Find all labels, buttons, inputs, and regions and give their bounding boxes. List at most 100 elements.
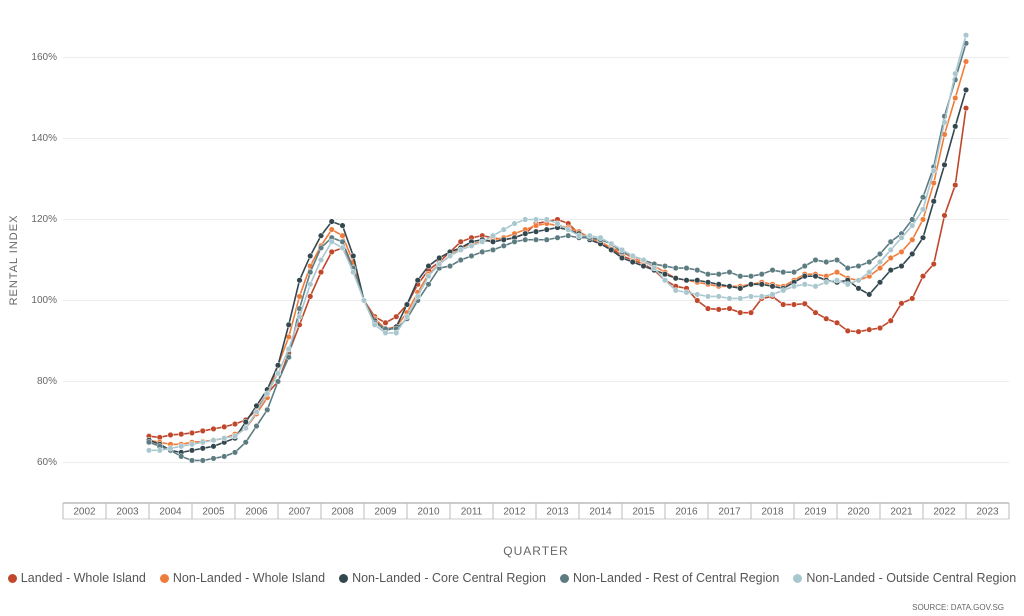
data-point [457,238,464,245]
data-point [188,441,196,448]
data-point [296,277,303,284]
data-point [704,293,712,300]
x-tick-label: 2003 [116,507,139,518]
data-point [855,328,862,335]
data-point [178,453,185,460]
data-point [565,226,572,233]
data-point [790,269,798,276]
data-point [532,222,540,229]
y-tick-label: 100% [31,295,57,306]
data-point [919,234,927,241]
data-point [468,242,475,249]
data-point [919,206,927,213]
data-point [769,283,776,290]
data-point [468,252,475,259]
data-point [618,246,626,253]
data-point [640,256,647,264]
data-point [715,271,722,278]
data-point [780,301,787,308]
data-point [661,263,669,270]
data-point [737,285,744,292]
data-point [414,277,421,284]
data-point [457,246,464,253]
data-point [371,321,378,328]
data-point [543,236,550,243]
data-point [156,447,163,454]
data-point [801,273,808,280]
data-point [704,271,712,278]
data-point [887,267,894,274]
data-point [608,240,615,247]
data-point [823,315,830,322]
data-point [382,319,389,326]
data-point [253,423,260,430]
data-point [199,439,206,446]
data-point [221,435,228,442]
data-point [586,232,593,239]
data-point [898,234,905,241]
data-point [952,70,959,77]
data-point [726,283,733,290]
data-point [812,273,819,280]
x-tick-label: 2005 [202,507,225,518]
data-point [672,287,679,294]
legend-label: Non-Landed - Whole Island [172,571,326,585]
data-point [414,293,421,300]
legend-label: Non-Landed - Core Central Region [352,571,546,585]
x-tick-label: 2011 [461,507,483,518]
data-point [952,123,959,130]
data-point [651,265,658,272]
data-point [704,279,712,286]
legend-item[interactable]: Landed - Whole Island [7,571,146,585]
legend-item[interactable]: Non-Landed - Whole Island [159,571,326,585]
data-point [317,269,325,276]
data-point [737,295,744,302]
data-point [672,265,679,272]
data-point [887,254,894,262]
legend-label: Non-Landed - Rest of Central Region [572,571,780,585]
data-point [382,329,389,336]
data-point [242,425,249,432]
data-point [876,265,884,272]
data-point [167,431,174,439]
legend-swatch [159,573,169,583]
data-point [522,216,529,223]
data-point [543,216,550,223]
data-point [264,390,271,397]
data-point [844,265,851,272]
data-point [747,281,755,288]
data-point [952,182,959,189]
data-point [489,232,497,239]
legend-swatch [559,573,569,583]
data-point [962,32,970,39]
data-point [339,222,346,229]
data-point [167,445,174,452]
data-point [350,252,357,259]
data-point [790,283,798,290]
data-point [812,309,819,316]
legend-item[interactable]: Non-Landed - Outside Central Region [793,571,1016,585]
data-point [231,433,239,440]
data-point [210,455,217,462]
data-point [393,329,400,336]
data-point [726,305,733,312]
data-point [350,269,357,276]
data-point [758,293,765,300]
data-point [801,281,808,288]
data-point [823,279,830,286]
data-point [855,263,862,270]
series-line [148,43,967,462]
data-point [221,423,228,430]
data-point [866,269,873,276]
x-tick-label: 2006 [245,507,268,518]
x-tick-label: 2004 [159,507,182,518]
data-point [629,252,636,259]
data-point [608,246,615,253]
legend-item[interactable]: Non-Landed - Core Central Region [339,571,546,585]
data-point [694,297,701,304]
data-point [317,232,325,239]
legend-item[interactable]: Non-Landed - Rest of Central Region [559,571,780,585]
data-point [511,220,518,227]
data-point [199,427,206,434]
data-point [898,300,905,307]
